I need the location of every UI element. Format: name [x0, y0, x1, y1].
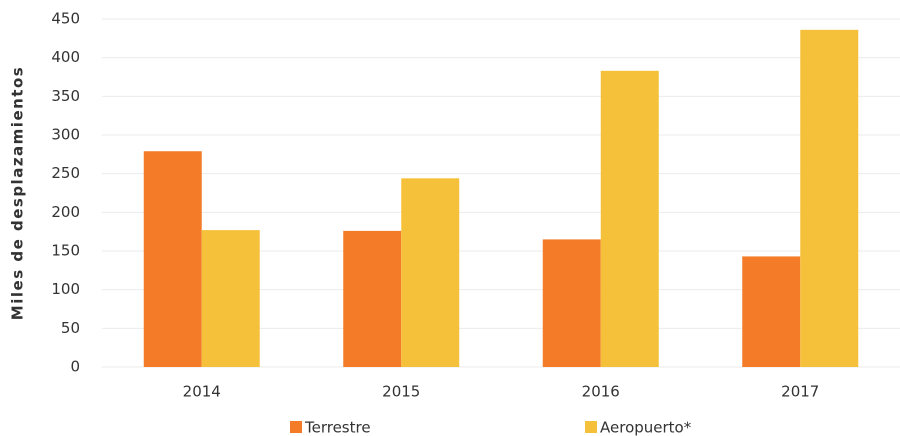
legend-label: Terrestre	[304, 419, 371, 436]
bar	[742, 256, 801, 367]
y-axis-label: Miles de desplazamientos	[9, 66, 27, 320]
y-tick-label: 50	[61, 319, 80, 337]
legend-label: Aeropuerto*	[600, 419, 692, 436]
bar	[600, 70, 659, 368]
y-tick-label: 350	[51, 87, 80, 105]
y-tick-label: 0	[70, 358, 80, 376]
y-tick-label: 250	[51, 164, 80, 182]
x-tick-label: 2017	[781, 383, 819, 401]
bar	[343, 230, 402, 367]
bar	[800, 29, 859, 368]
y-tick-label: 300	[51, 126, 80, 144]
y-tick-label: 200	[51, 203, 80, 221]
bar	[143, 151, 202, 367]
legend-swatch	[585, 421, 597, 433]
y-tick-label: 450	[51, 10, 80, 28]
bar	[542, 239, 601, 367]
x-tick-label: 2014	[183, 383, 221, 401]
x-tick-label: 2015	[382, 383, 420, 401]
y-tick-label: 100	[51, 280, 80, 298]
legend-swatch	[290, 421, 302, 433]
bar	[401, 178, 460, 367]
y-tick-label: 150	[51, 242, 80, 260]
x-tick-label: 2016	[582, 383, 620, 401]
y-tick-label: 400	[51, 48, 80, 66]
bar	[201, 230, 260, 367]
